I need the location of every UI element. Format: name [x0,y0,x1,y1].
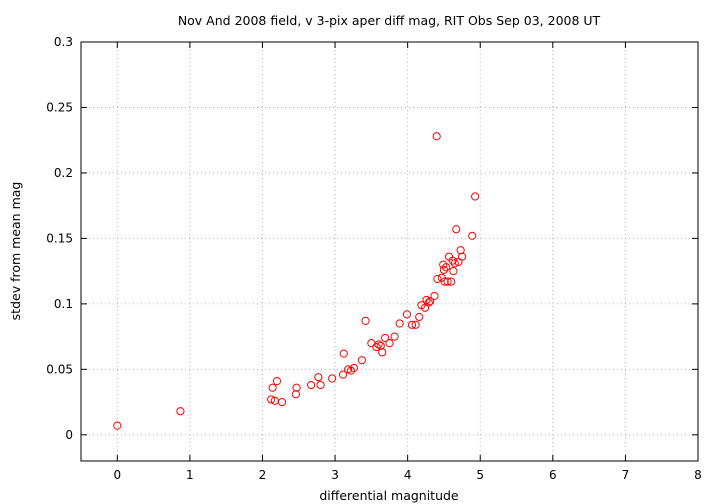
x-tick-label-8: 8 [694,468,702,482]
x-tick-label-2: 2 [259,468,267,482]
y-tick-label-5: 0.25 [46,100,73,114]
x-tick-label-0: 0 [113,468,121,482]
x-tick-label-3: 3 [331,468,339,482]
chart-title: Nov And 2008 field, v 3-pix aper diff ma… [178,13,601,28]
data-point-54 [456,246,465,255]
data-point-55 [457,252,467,261]
data-point-42 [439,260,448,269]
axis-ticks: 0 1 2 3 4 5 6 7 8 0 0.05 0.1 0.15 0.2 0.25 0.3 [46,35,702,482]
data-point-23 [376,341,385,350]
data-point-20 [367,339,376,348]
data-point-49 [448,256,457,265]
data-point-5 [272,377,282,386]
data-point-46 [443,277,452,286]
data-point-40 [433,274,442,284]
data-point-36 [424,298,433,307]
data-point-57 [471,192,480,201]
data-point-19 [361,316,370,325]
data-point-29 [402,310,412,319]
y-tick-label-3: 0.15 [46,231,73,245]
data-point-9 [307,380,316,390]
y-tick-label-6: 0.3 [54,35,73,49]
data-point-28 [395,319,404,328]
data-point-10 [314,373,323,382]
data-point-7 [291,390,300,399]
y-tick-label-0: 0 [65,428,73,442]
data-point-25 [381,333,390,343]
data-point-35 [422,295,431,305]
data-point-11 [316,380,325,390]
data-point-32 [415,312,424,322]
x-tick-label-6: 6 [549,468,557,482]
data-point-39 [432,132,441,141]
data-points [113,132,480,430]
data-point-50 [449,267,458,276]
grid [81,42,698,461]
y-tick-label-2: 0.1 [54,297,73,311]
data-point-30 [407,320,417,329]
x-tick-label-4: 4 [404,468,412,482]
data-point-45 [442,263,451,272]
data-point-26 [385,339,394,348]
x-axis-label: differential magnitude [319,488,459,503]
data-point-18 [357,356,367,365]
data-point-44 [440,277,449,286]
data-point-1 [176,407,185,416]
x-tick-label-1: 1 [186,468,194,482]
data-point-0 [113,421,122,430]
data-point-52 [452,225,461,234]
data-point-27 [390,332,399,341]
data-point-48 [447,277,456,286]
data-point-37 [426,297,435,306]
y-axis-label: stdev from mean mag [8,182,23,321]
y-tick-label-1: 0.05 [46,362,73,376]
x-tick-label-5: 5 [476,468,484,482]
data-point-43 [439,265,449,274]
data-point-24 [378,348,387,357]
data-point-21 [372,342,381,352]
data-point-51 [450,259,459,268]
plot-frame [80,41,699,462]
data-point-6 [277,397,287,407]
data-point-2 [267,395,276,404]
data-point-12 [328,374,337,383]
data-point-31 [411,320,420,329]
data-point-38 [430,291,439,301]
data-point-3 [268,383,277,392]
data-point-16 [346,366,356,375]
data-point-56 [468,231,477,240]
x-tick-label-7: 7 [622,468,630,482]
data-point-13 [338,370,348,379]
data-point-14 [339,349,348,358]
data-point-17 [349,363,359,373]
data-point-8 [292,383,301,392]
data-point-22 [374,340,383,349]
y-tick-label-4: 0.2 [54,166,73,180]
